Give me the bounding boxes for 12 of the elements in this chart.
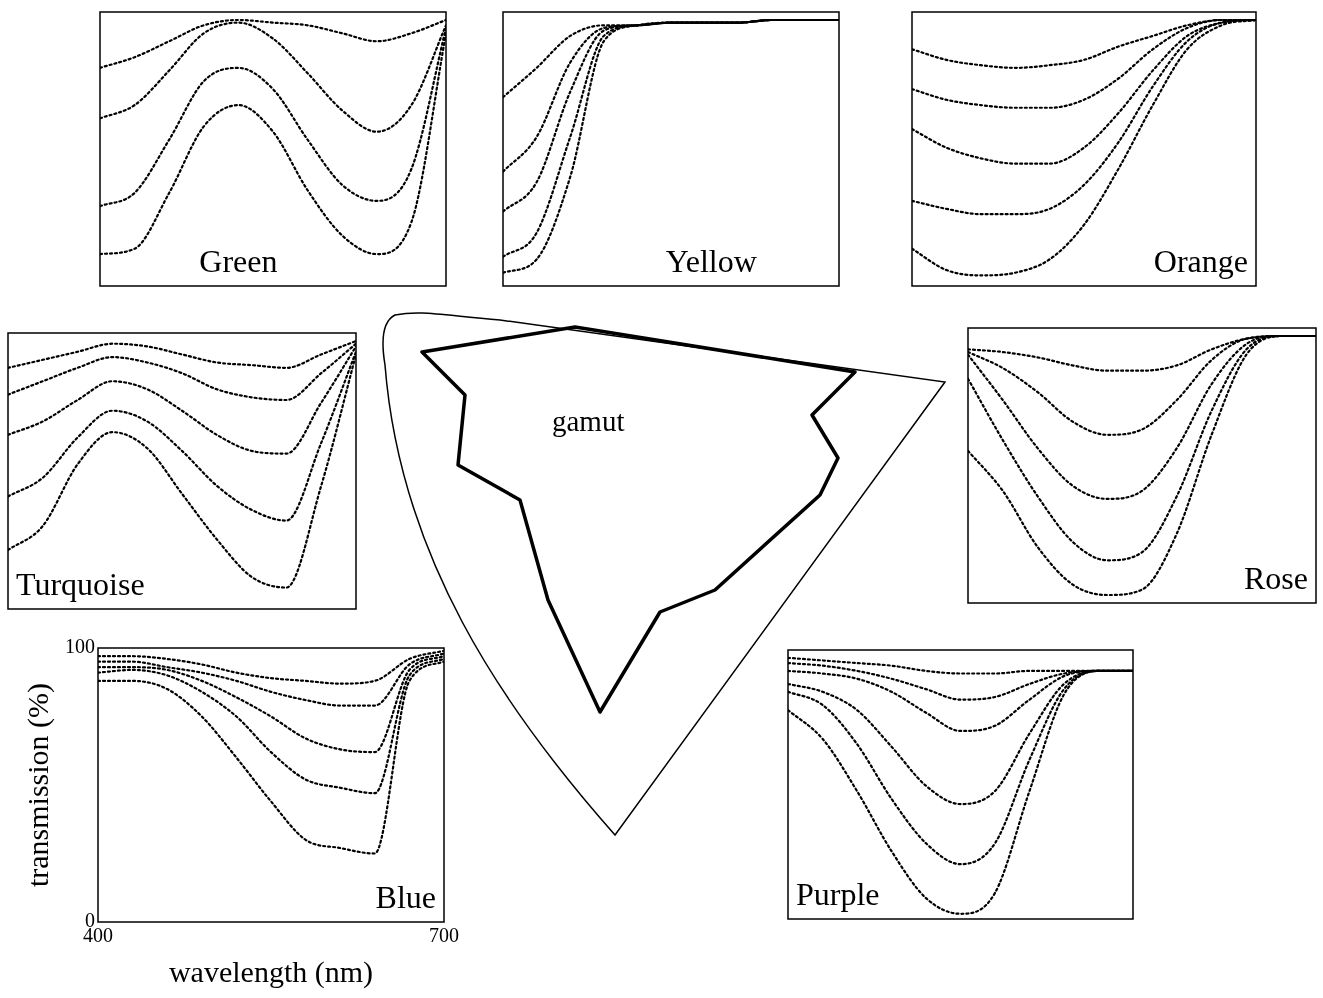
x-tick-label: 700: [429, 924, 459, 947]
text: Yellow: [665, 243, 757, 280]
text: Blue: [375, 879, 436, 916]
text: gamut: [552, 405, 625, 438]
text: Rose: [1244, 560, 1308, 597]
text: Turquoise: [16, 566, 145, 603]
x-axis-title: wavelength (nm): [168, 954, 374, 989]
text: Purple: [796, 876, 880, 913]
y-tick-label: 100: [65, 635, 95, 658]
text: Green: [199, 243, 278, 280]
text: Orange: [1153, 243, 1248, 280]
y-axis-title: transmission (%): [20, 682, 55, 888]
